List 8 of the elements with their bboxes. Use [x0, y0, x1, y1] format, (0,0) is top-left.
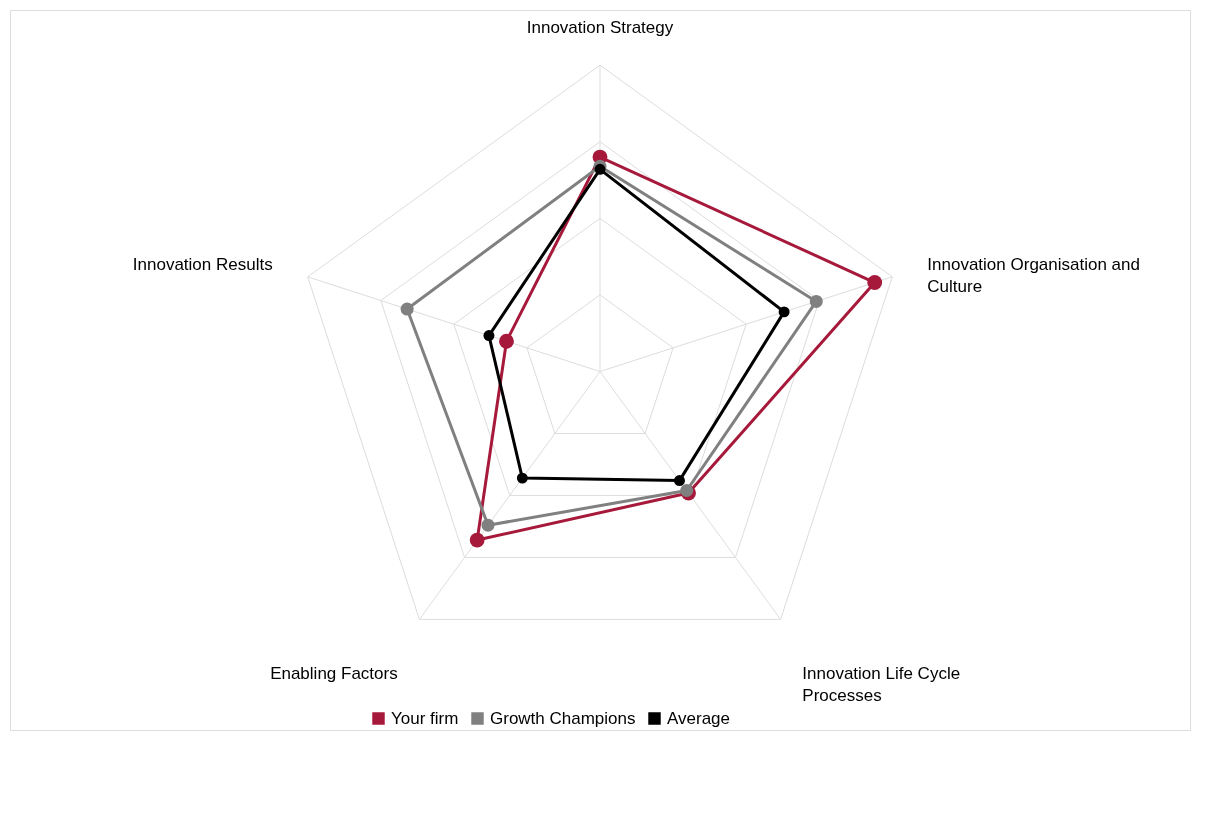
spoke-label: Innovation Results	[132, 255, 273, 275]
legend-label: Average	[667, 708, 731, 728]
legend-label: Your firm	[391, 708, 459, 728]
spoke-label: Enabling Factors	[270, 663, 398, 683]
spoke-label: Innovation Organisation and Culture	[927, 255, 1140, 297]
spoke-label: Innovation Strategy	[526, 18, 674, 38]
legend-label: Growth Champions	[490, 708, 636, 728]
spoke-label: Innovation Life Cycle Processes	[802, 663, 961, 705]
